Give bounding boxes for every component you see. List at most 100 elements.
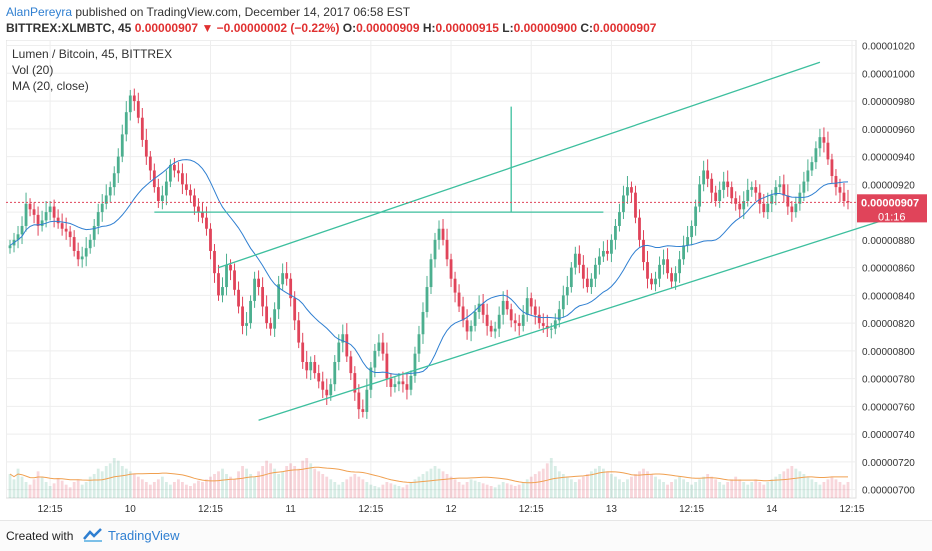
candle-body: [489, 325, 493, 332]
candle-body: [205, 217, 208, 229]
candle-body: [261, 287, 265, 307]
volume-bar: [473, 480, 477, 498]
volume-bar: [597, 466, 601, 498]
volume-bar: [846, 482, 850, 498]
chart-legend: Lumen / Bitcoin, 45, BITTREX Vol (20) MA…: [12, 47, 172, 93]
volume-bar: [233, 479, 236, 498]
change-arrow-icon: ▼: [201, 21, 214, 35]
volume-bar: [36, 471, 40, 498]
candle-body: [217, 273, 220, 296]
candle-body: [754, 187, 758, 193]
candle-body: [421, 312, 425, 335]
volume-bar: [345, 479, 349, 498]
volume-bar: [690, 484, 694, 498]
candle-body: [72, 237, 76, 251]
volume-bar: [533, 474, 537, 498]
volume-bar: [654, 476, 657, 498]
price-axis[interactable]: 0.00000700 0.00000720 0.00000740 0.00000760…: [862, 42, 915, 497]
author-link[interactable]: AlanPereyra: [6, 5, 73, 19]
candle-body: [397, 381, 401, 385]
volume-bar: [28, 484, 32, 498]
volume-bar: [658, 479, 661, 498]
volume-bar: [702, 476, 706, 498]
volume-bar: [565, 476, 569, 498]
volume-bar: [830, 476, 834, 498]
volume-bar: [333, 482, 337, 498]
candle-body: [505, 300, 509, 310]
volume-bar: [461, 484, 465, 498]
candle-body: [265, 306, 269, 324]
y-tick-label: 0.00000960: [862, 125, 915, 136]
volume-bar: [790, 466, 794, 498]
last-price: 0.00000907: [134, 21, 199, 35]
volume-bar: [329, 479, 333, 498]
candle-body: [553, 320, 557, 329]
x-tick-label: 14: [766, 504, 778, 515]
candle-body: [381, 342, 385, 354]
volume-bar: [573, 482, 577, 498]
volume-bar: [305, 458, 309, 498]
volume-bar: [581, 476, 585, 498]
candle-body: [746, 189, 750, 201]
candle-body: [714, 192, 718, 201]
volume-bar: [738, 479, 742, 498]
candle-body: [822, 137, 826, 143]
tradingview-brand[interactable]: TradingView: [108, 528, 180, 543]
candle-body: [533, 306, 537, 315]
volume-bar: [148, 484, 152, 498]
volume-bar: [678, 476, 681, 498]
volume-bar: [32, 479, 36, 498]
volume-bar: [269, 463, 273, 498]
volume-bar: [152, 482, 156, 498]
volume-bar: [48, 486, 52, 498]
y-tick-label: 0.00001020: [862, 42, 915, 53]
candle-body: [485, 314, 489, 326]
volume-bar: [273, 468, 277, 498]
volume-bar: [56, 478, 60, 498]
volume-bar: [674, 479, 677, 498]
volume-bar: [589, 471, 593, 498]
volume-bar: [341, 482, 345, 498]
candle-body: [128, 95, 132, 113]
volume-bar: [64, 484, 68, 498]
volume-bar: [120, 466, 124, 498]
candle-body: [185, 184, 188, 190]
volume-bar: [16, 468, 20, 498]
volume-bar: [72, 482, 76, 498]
volume-bar: [297, 468, 301, 498]
channel-upper-line[interactable]: [218, 61, 821, 269]
volume-bar: [682, 479, 685, 498]
candle-body: [209, 228, 212, 251]
candle-body: [24, 203, 28, 226]
volume-bar: [397, 486, 401, 498]
volume-bar: [193, 483, 196, 498]
candle-body: [493, 328, 497, 332]
candle-body: [750, 187, 754, 190]
candle-body: [257, 278, 260, 288]
candle-body: [509, 309, 513, 321]
y-tick-label: 0.00000700: [862, 486, 915, 497]
channel-lower-line[interactable]: [258, 214, 901, 421]
candle-body: [353, 373, 357, 393]
candle-body: [229, 264, 232, 271]
candle-body: [826, 142, 830, 160]
volume-bar: [433, 466, 437, 498]
volume-bar: [497, 484, 501, 498]
candle-body: [565, 287, 569, 296]
candle-body: [80, 256, 84, 260]
candle-body: [365, 389, 369, 412]
candle-body: [465, 320, 469, 332]
volume-bar: [425, 471, 429, 498]
candle-body: [630, 187, 633, 193]
volume-bar: [76, 479, 80, 498]
volume-bar: [293, 466, 297, 498]
volume-bar: [810, 479, 814, 498]
volume-bar: [321, 474, 325, 498]
volume-bar: [481, 483, 485, 498]
volume-bar: [726, 482, 730, 498]
candle-body: [798, 192, 802, 204]
candle-body: [433, 239, 437, 260]
volume-bar: [686, 482, 690, 498]
time-axis[interactable]: 12:15 10 12:15 11 12:15 12 12:15 13 12:15 14 12:15: [38, 504, 865, 515]
price-chart[interactable]: 0.00000700 0.00000720 0.00000740 0.00000760…: [6, 40, 932, 517]
